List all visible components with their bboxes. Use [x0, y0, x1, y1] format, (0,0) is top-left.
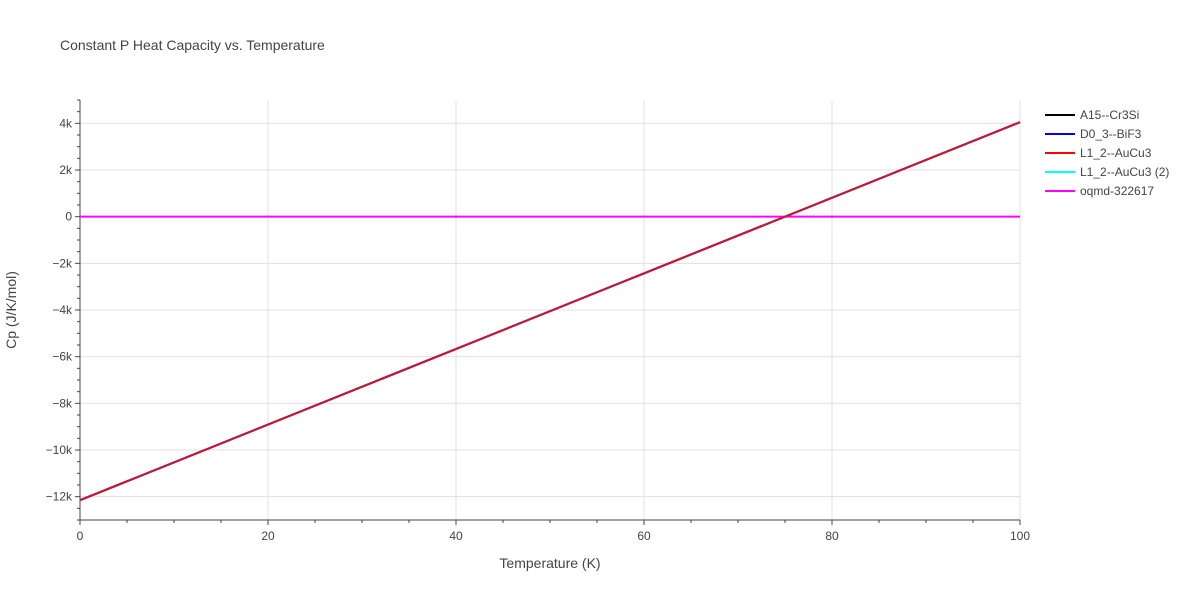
x-tick-label: 20: [261, 529, 275, 543]
ticks: 0 20 40 60 80 100 −12k −10k −8k −6k −4k −2k 0 2k 4k: [46, 116, 1031, 543]
y-tick-label: −2k: [52, 256, 73, 270]
x-tick-label: 100: [1010, 529, 1030, 543]
y-tick-label: −6k: [52, 350, 73, 364]
legend-item[interactable]: L1_2--AuCu3: [1045, 146, 1152, 160]
x-tick-label: 80: [825, 529, 839, 543]
legend-label: L1_2--AuCu3: [1080, 146, 1152, 160]
series-overlap-line: [79, 121, 1021, 502]
legend-label: L1_2--AuCu3 (2): [1080, 165, 1169, 179]
y-tick-label: −8k: [52, 396, 73, 410]
y-tick-label: −4k: [52, 303, 73, 317]
x-tick-label: 60: [637, 529, 651, 543]
y-axis-title: Cp (J/K/mol): [3, 271, 19, 349]
x-tick-label: 0: [77, 529, 84, 543]
legend-item[interactable]: oqmd-322617: [1045, 184, 1154, 198]
y-tick-label: 2k: [59, 163, 73, 177]
x-tick-label: 40: [449, 529, 463, 543]
y-tick-label: −12k: [46, 490, 73, 504]
legend[interactable]: A15--Cr3Si D0_3--BiF3 L1_2--AuCu3 L1_2--AuC…: [1045, 108, 1169, 198]
y-tick-label: −10k: [46, 443, 73, 457]
grid: [80, 100, 1021, 520]
series-lines[interactable]: [79, 121, 1021, 502]
legend-item[interactable]: L1_2--AuCu3 (2): [1045, 165, 1169, 179]
legend-item[interactable]: D0_3--BiF3: [1045, 127, 1142, 141]
legend-label: A15--Cr3Si: [1080, 108, 1139, 122]
y-tick-label: 4k: [59, 116, 73, 130]
y-tick-label: 0: [65, 210, 72, 224]
legend-label: oqmd-322617: [1080, 184, 1154, 198]
legend-label: D0_3--BiF3: [1080, 127, 1142, 141]
chart-title: Constant P Heat Capacity vs. Temperature: [60, 37, 325, 53]
axes: [75, 99, 1021, 525]
x-axis-title: Temperature (K): [499, 555, 600, 571]
legend-item[interactable]: A15--Cr3Si: [1045, 108, 1139, 122]
